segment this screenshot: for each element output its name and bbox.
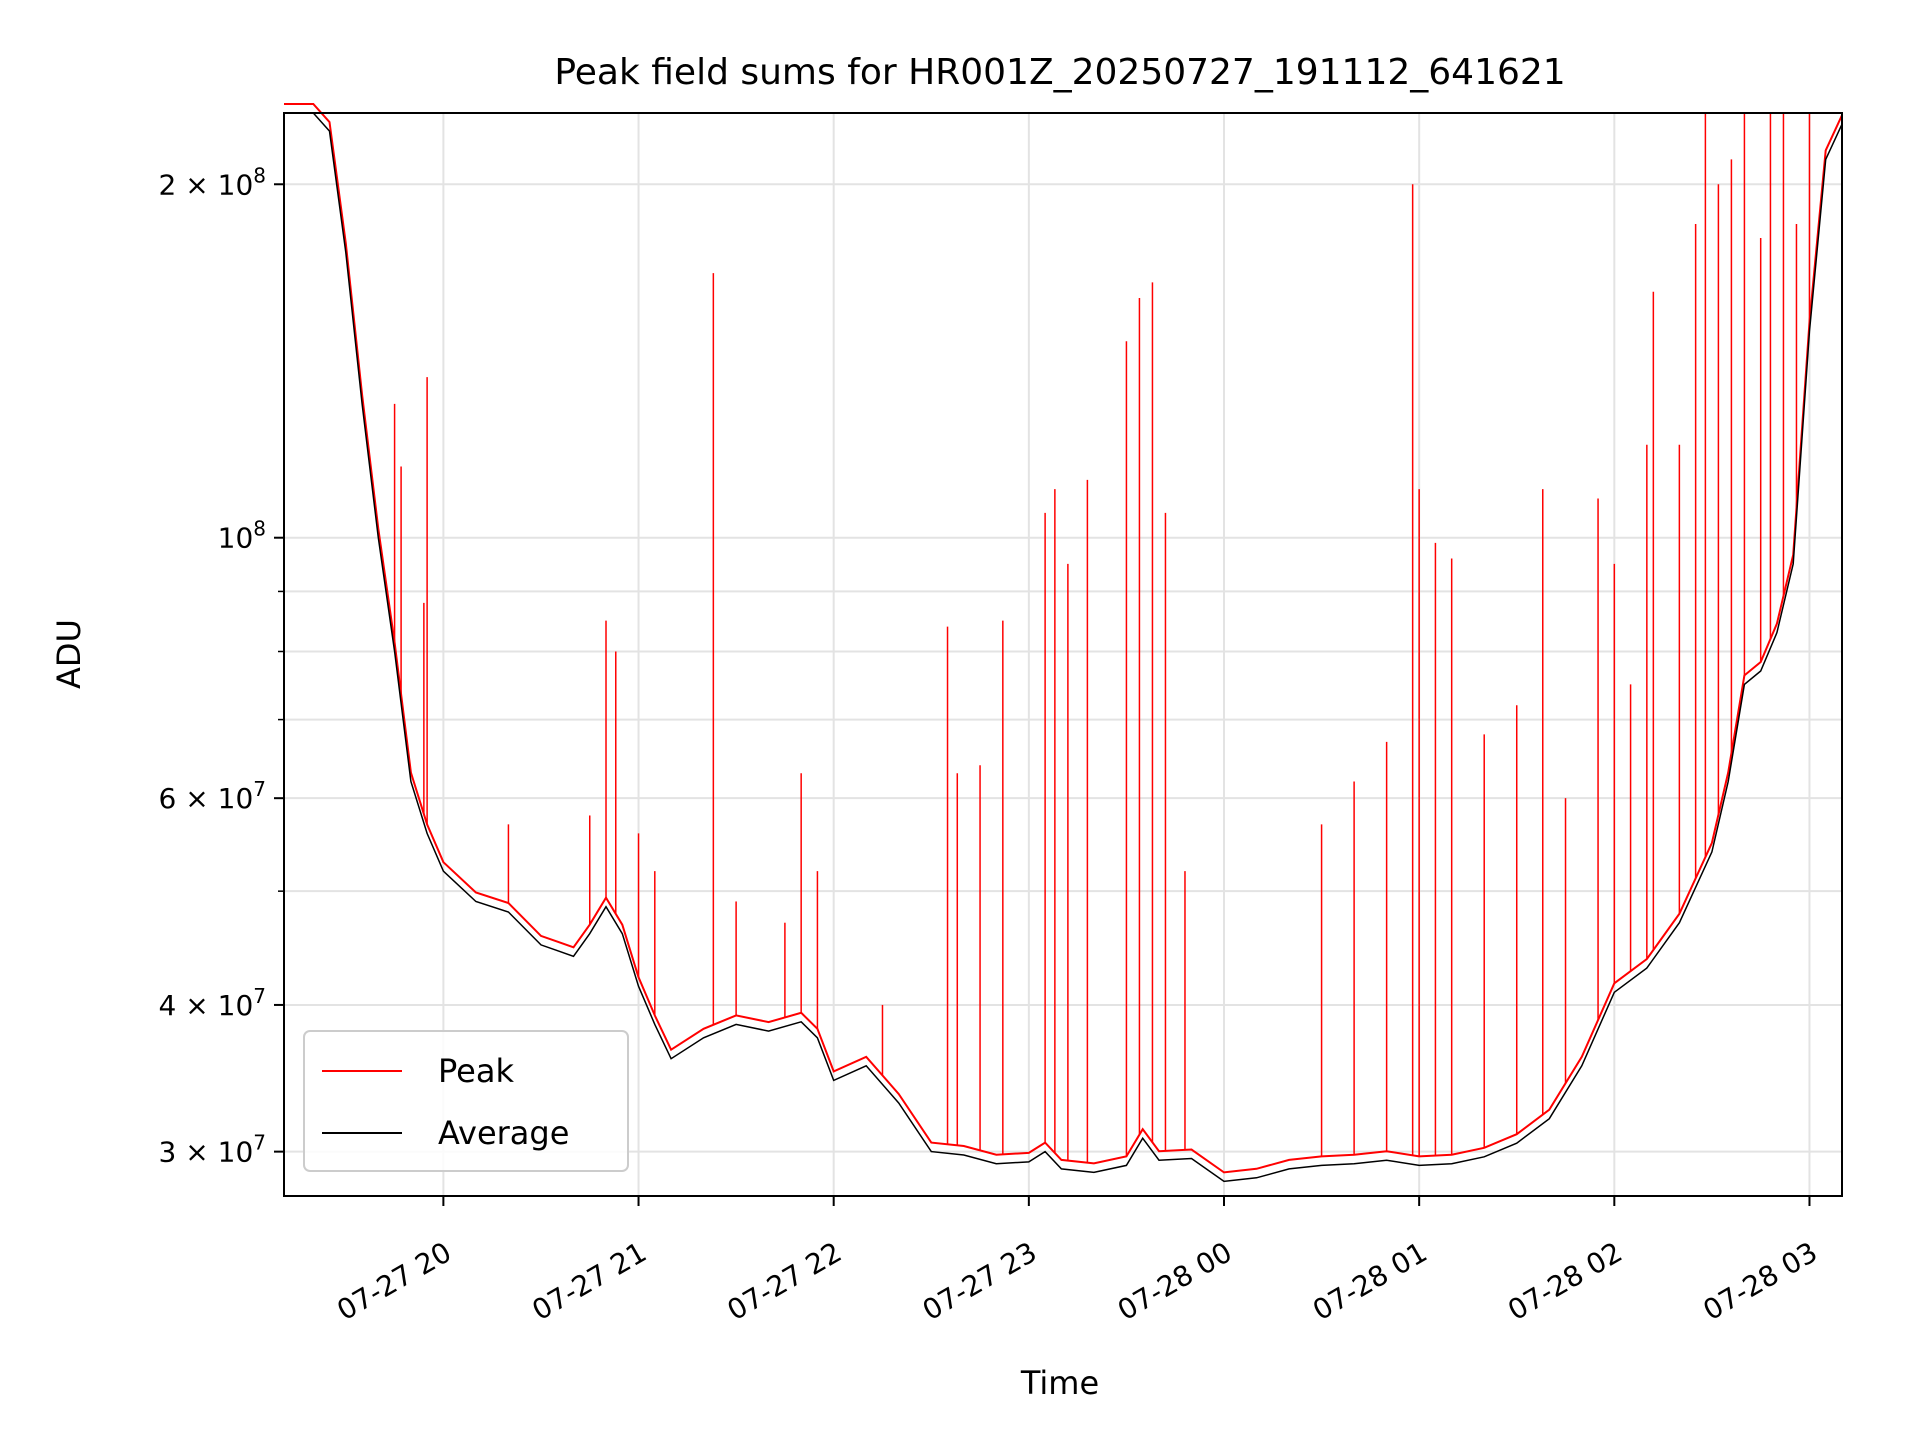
x-tick-label: 07-27 20 xyxy=(331,1235,457,1327)
y-tick-exponent: 7 xyxy=(253,1131,266,1155)
average-line xyxy=(284,112,1843,1183)
y-axis: 3 × 107 4 × 107 6 × 107 108 2 × 108 xyxy=(159,163,284,1169)
plot-area xyxy=(284,103,1843,1183)
y-tick-label: 6 × 107 xyxy=(159,777,266,815)
x-axis: 07-27 20 07-27 21 07-27 22 07-27 23 07-28 00… xyxy=(331,1196,1823,1327)
y-axis-label: ADU xyxy=(50,619,88,689)
x-tick-label: 07-28 00 xyxy=(1112,1235,1238,1327)
y-tick-exponent: 8 xyxy=(253,517,266,541)
y-tick-label: 3 × 107 xyxy=(159,1131,266,1169)
y-tick-exponent: 8 xyxy=(253,163,266,187)
y-tick-label: 108 xyxy=(218,517,266,555)
x-tick-label: 07-28 03 xyxy=(1697,1235,1823,1327)
peak-baseline xyxy=(284,103,1843,1174)
y-tick-label: 4 × 107 xyxy=(159,984,266,1022)
y-tick-exponent: 7 xyxy=(253,777,266,801)
x-tick-label: 07-28 01 xyxy=(1307,1235,1433,1327)
legend-label-average: Average xyxy=(438,1114,569,1152)
x-tick-label: 07-27 23 xyxy=(917,1235,1043,1327)
x-tick-label: 07-27 21 xyxy=(527,1235,653,1327)
plot-frame xyxy=(283,112,1843,1197)
y-tick-exponent: 7 xyxy=(253,984,266,1008)
legend-label-peak: Peak xyxy=(438,1052,514,1090)
x-tick-label: 07-28 02 xyxy=(1502,1235,1628,1327)
x-tick-label: 07-27 22 xyxy=(722,1235,848,1327)
legend: Peak Average xyxy=(303,1030,629,1172)
y-tick-label: 2 × 108 xyxy=(159,163,266,201)
x-axis-label: Time xyxy=(1020,1364,1099,1402)
legend-box xyxy=(303,1030,629,1172)
chart-title: Peak field sums for HR001Z_20250727_1911… xyxy=(554,52,1565,93)
